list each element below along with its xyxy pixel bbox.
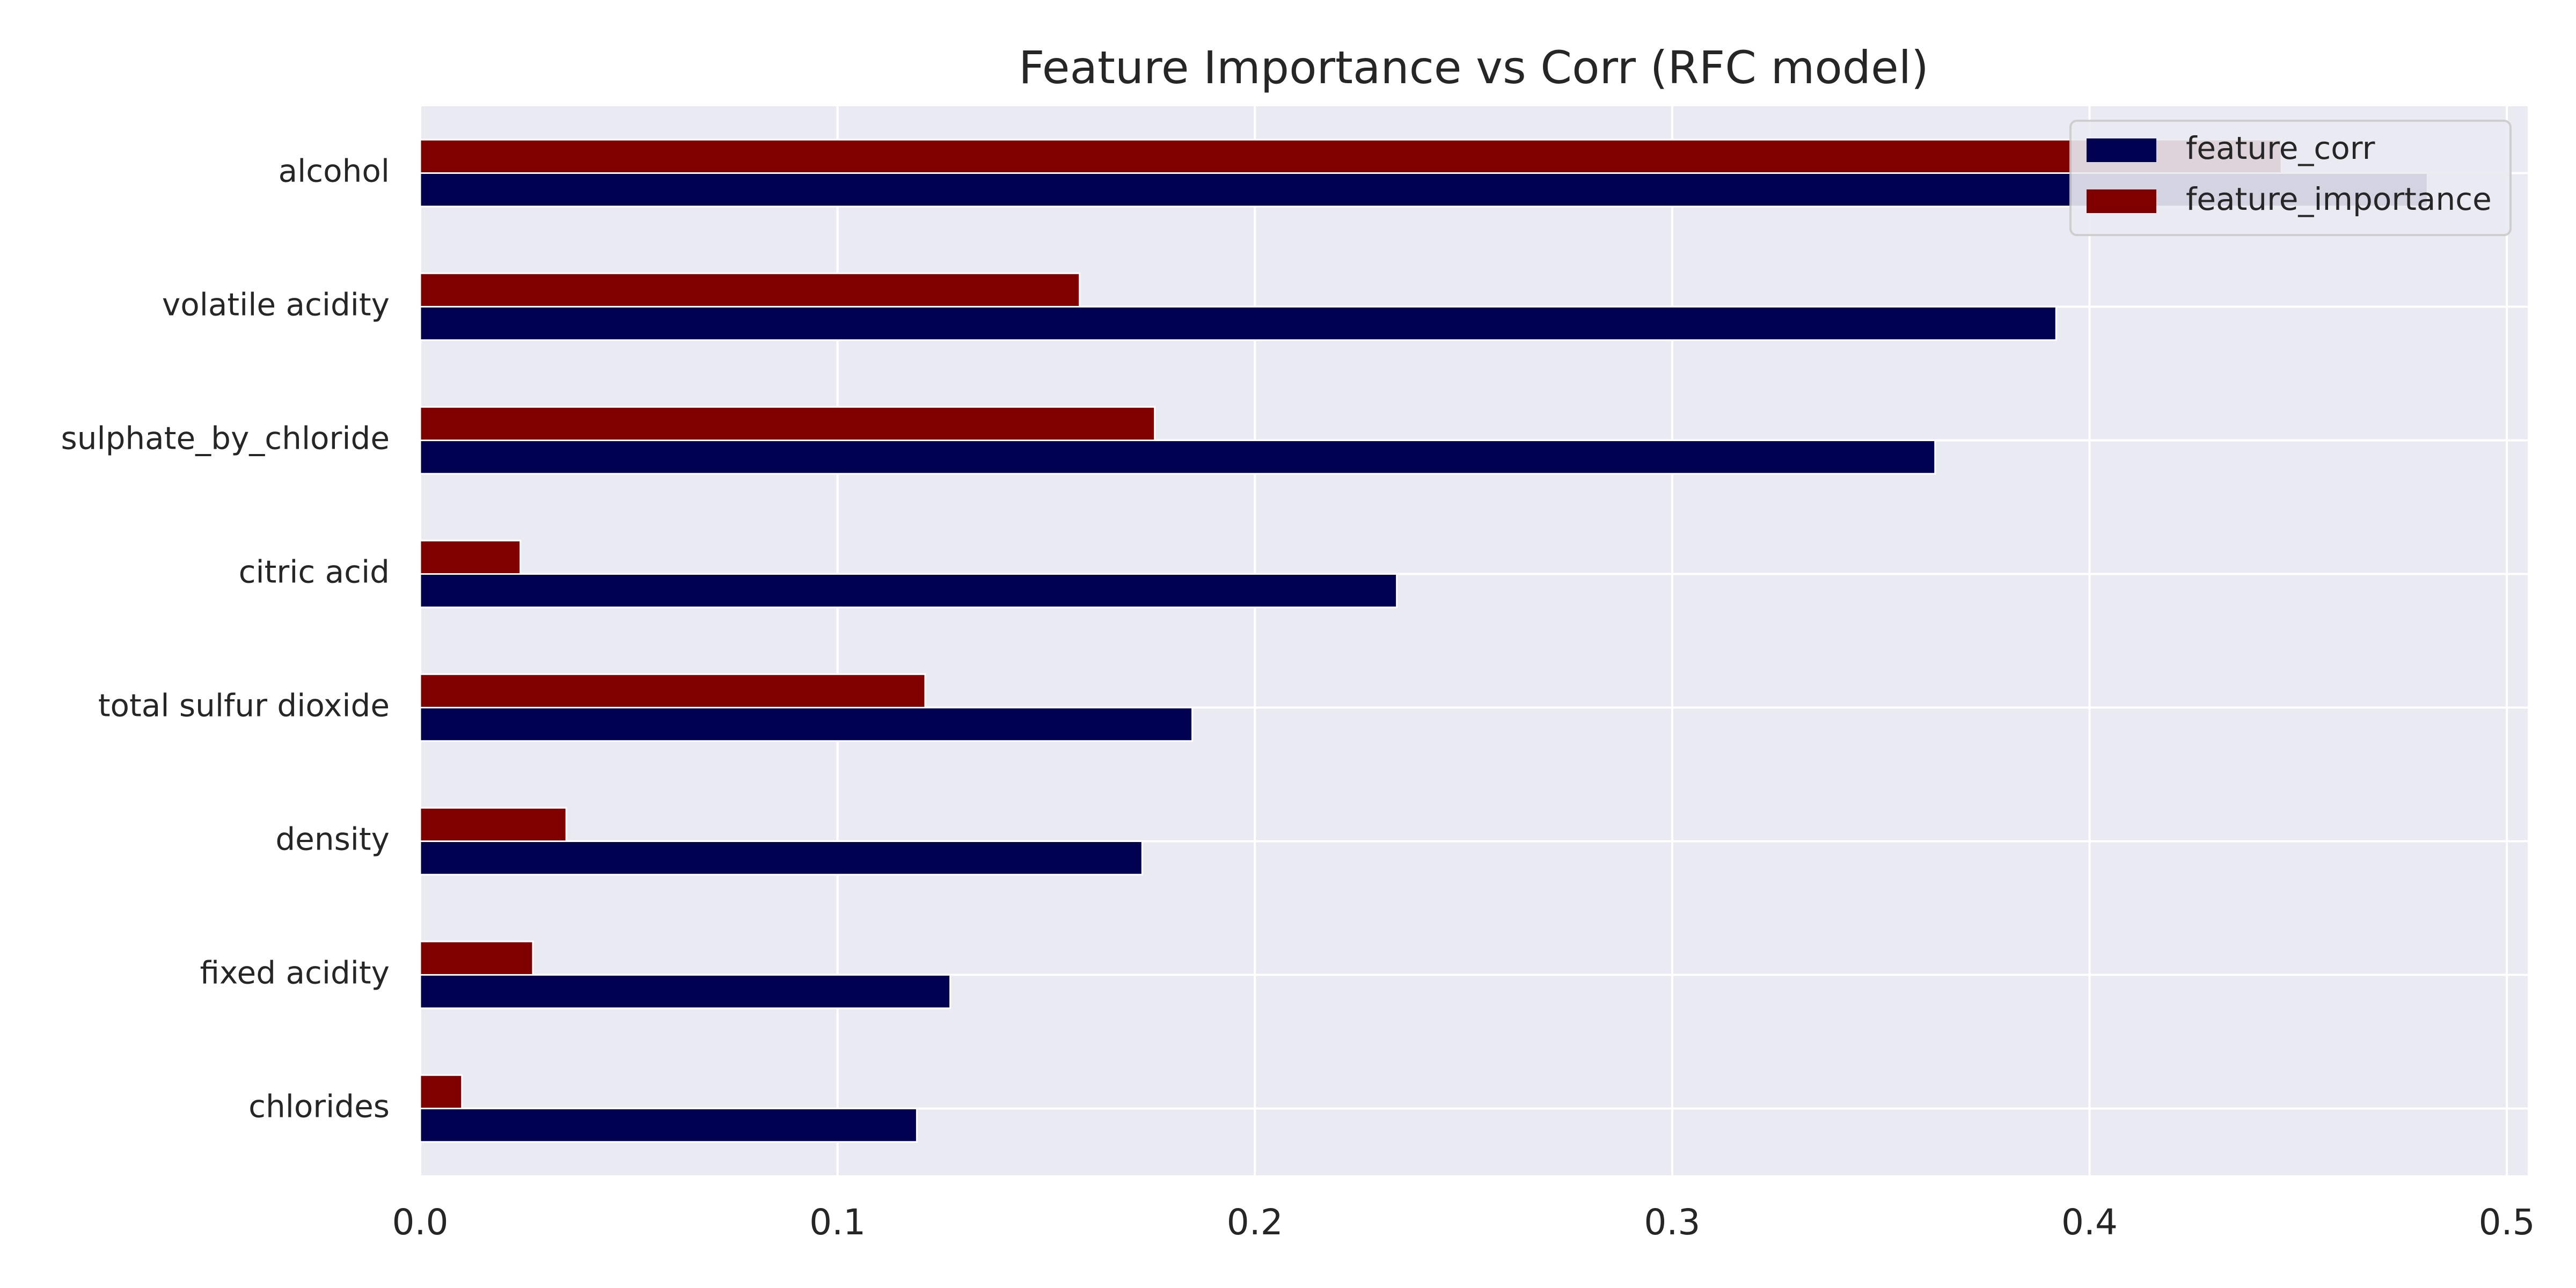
x-tick-label-5: 0.5 [2479,1202,2535,1243]
bar-feature-corr-1 [419,974,952,1009]
x-tick-label-3: 0.3 [1644,1202,1700,1243]
bar-feature-corr-5 [419,440,1936,475]
legend-label-feature_importance: feature_importance [2186,181,2492,217]
category-label-0: chlorides [248,1088,390,1125]
category-label-1: fixed acidity [200,955,390,991]
bar-feature-corr-2 [419,840,1143,876]
bar-feature-corr-6 [419,306,2057,341]
x-tick-label-1: 0.1 [809,1202,866,1243]
plot-background [420,106,2528,1175]
category-labels: chlorides fixed acidity density total sulfu… [61,153,390,1125]
bar-feature-importance-7 [419,138,2282,174]
bar-feature-importance-0 [419,1074,463,1109]
legend: feature_corr feature_importance [2069,120,2512,236]
bar-feature-importance-4 [419,539,522,575]
legend-box [2069,120,2512,236]
chart-title: Feature Importance vs Corr (RFC model) [1019,41,1929,94]
bar-feature-corr-3 [419,707,1194,742]
bar-feature-corr-0 [419,1108,918,1143]
x-tick-label-0: 0.0 [392,1202,449,1243]
category-label-7: alcohol [279,153,390,189]
bar-feature-importance-1 [419,940,534,976]
category-label-4: citric acid [239,554,390,590]
bar-feature-importance-5 [419,406,1156,441]
x-tick-labels: 0.0 0.1 0.2 0.3 0.4 0.5 [392,1202,2535,1243]
x-tick-label-4: 0.4 [2061,1202,2118,1243]
category-label-2: density [275,821,390,858]
bar-feature-corr-4 [419,573,1398,609]
legend-swatch-feature_corr [2087,138,2156,162]
bar-feature-importance-3 [419,673,926,708]
category-label-5: sulphate_by_chloride [61,420,390,457]
bar-feature-importance-6 [419,272,1081,308]
legend-swatch-feature_importance [2087,189,2156,213]
bar-feature-importance-2 [419,807,567,842]
x-tick-label-2: 0.2 [1227,1202,1283,1243]
category-label-3: total sulfur dioxide [98,687,390,724]
category-label-6: volatile acidity [162,287,390,323]
bars [419,138,2428,1143]
legend-label-feature_corr: feature_corr [2186,130,2375,166]
